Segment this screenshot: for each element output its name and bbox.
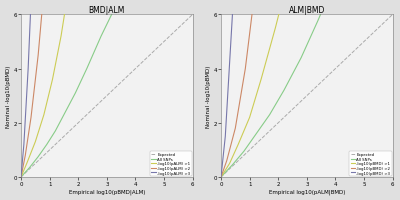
X-axis label: Empirical log10(pBMD|ALM): Empirical log10(pBMD|ALM): [69, 189, 145, 194]
Y-axis label: Nominal -log10(pBMD): Nominal -log10(pBMD): [206, 65, 210, 127]
X-axis label: Empirical log10(pALM|BMD): Empirical log10(pALM|BMD): [269, 189, 345, 194]
Legend: Expected, All SNPs, -log10(pALM) >1, -log10(pALM) >2, -log10(pALM) >3: Expected, All SNPs, -log10(pALM) >1, -lo…: [150, 151, 192, 176]
Title: ALM|BMD: ALM|BMD: [289, 6, 325, 14]
Title: BMD|ALM: BMD|ALM: [89, 6, 125, 14]
Legend: Expected, All SNPs, -log10(pBMD) >1, -log10(pBMD) >2, -log10(pBMD) >3: Expected, All SNPs, -log10(pBMD) >1, -lo…: [349, 151, 392, 176]
Y-axis label: Nominal -log10(pBMD): Nominal -log10(pBMD): [6, 65, 10, 127]
